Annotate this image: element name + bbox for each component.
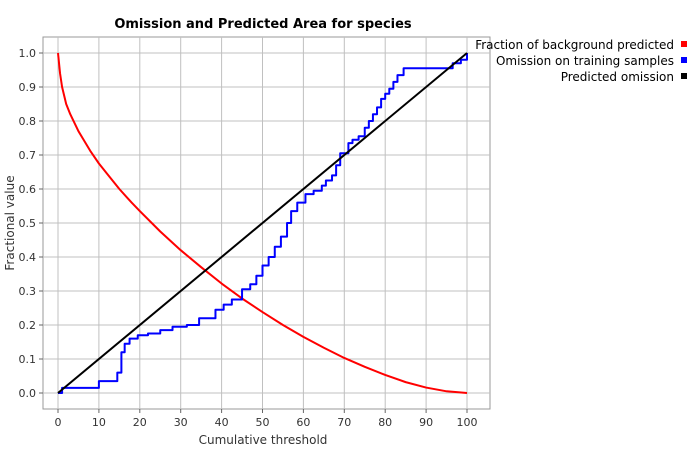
y-tick-label: 0.3 — [19, 285, 37, 298]
axis-layer: 0 10 20 30 40 50 60 70 80 90 100 0.0 0.1 0.2 0.3 0.4 0.5… — [19, 47, 478, 429]
legend-swatch — [681, 57, 687, 63]
series-line-omission-on-training-samples — [58, 53, 468, 394]
x-tick-label: 10 — [92, 416, 106, 429]
x-axis-label: Cumulative threshold — [199, 433, 328, 447]
x-tick-label: 90 — [419, 416, 433, 429]
series-line-predicted-omission — [57, 52, 468, 394]
y-tick-label: 0.1 — [19, 353, 37, 366]
y-tick-label: 0.0 — [19, 387, 37, 400]
x-tick-label: 100 — [457, 416, 478, 429]
y-tick-label: 0.8 — [19, 115, 37, 128]
legend: Fraction of background predicted Omission… — [475, 38, 687, 84]
x-tick-label: 80 — [378, 416, 392, 429]
chart-title: Omission and Predicted Area for species — [114, 17, 412, 32]
legend-label: Fraction of background predicted — [475, 38, 674, 52]
y-tick-label: 0.6 — [19, 183, 37, 196]
series-layer — [57, 52, 468, 394]
legend-swatch — [681, 41, 687, 47]
x-tick-label: 70 — [337, 416, 351, 429]
y-tick-label: 0.2 — [19, 319, 37, 332]
legend-label: Omission on training samples — [496, 54, 674, 68]
legend-swatch — [681, 73, 687, 79]
x-tick-label: 60 — [296, 416, 310, 429]
y-tick-label: 0.7 — [19, 149, 37, 162]
x-tick-label: 0 — [55, 416, 62, 429]
x-tick-label: 50 — [256, 416, 270, 429]
x-tick-label: 20 — [133, 416, 147, 429]
y-tick-label: 0.9 — [19, 81, 37, 94]
series-line-fraction-of-background-predicted — [57, 52, 468, 394]
x-tick-label: 30 — [174, 416, 188, 429]
y-tick-label: 1.0 — [19, 47, 37, 60]
y-axis-label: Fractional value — [3, 175, 17, 270]
legend-label: Predicted omission — [561, 70, 674, 84]
x-tick-label: 40 — [215, 416, 229, 429]
y-tick-label: 0.4 — [19, 251, 37, 264]
y-tick-label: 0.5 — [19, 217, 37, 230]
